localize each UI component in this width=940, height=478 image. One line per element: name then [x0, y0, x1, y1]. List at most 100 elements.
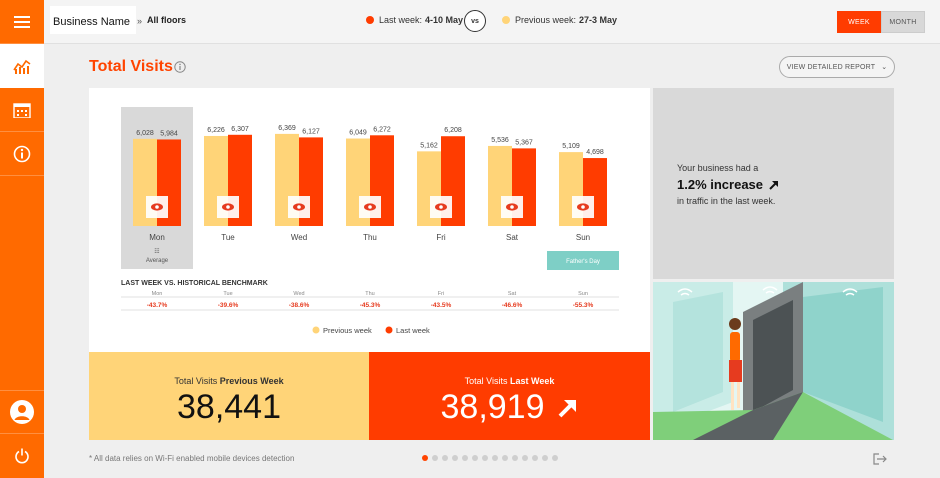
last-week-dot [366, 16, 374, 24]
value-label-previous: 6,226 [207, 127, 225, 134]
value-label-previous: 6,369 [278, 125, 296, 132]
average-label: Average [146, 258, 169, 264]
total-previous-label-bold: Previous Week [219, 376, 284, 386]
benchmark-day: Mon [152, 291, 163, 297]
visits-bar-chart: 6,028 5,984 Mon ☷ Average 6,226 6,307 Tue 6,369 6… [121, 107, 619, 335]
benchmark-value: -46.6% [502, 302, 523, 309]
event-label: Father's Day [566, 259, 600, 265]
previous-week-dot [502, 16, 510, 24]
eye-icon-pupil [510, 205, 514, 209]
pagination-dot[interactable] [432, 455, 438, 461]
vs-badge: vs [464, 10, 486, 32]
previous-week-dates: 27-3 May [579, 15, 618, 25]
value-label-last: 6,208 [444, 127, 462, 134]
sidebar-item-info[interactable] [0, 132, 44, 176]
value-label-last: 5,984 [160, 130, 178, 137]
business-name[interactable]: Business Name [50, 6, 136, 34]
pagination-dot[interactable] [482, 455, 488, 461]
value-label-previous: 6,028 [136, 130, 154, 137]
x-tick-label: Mon [149, 233, 165, 242]
info-icon [13, 145, 31, 162]
total-visits-previous-week: Total Visits Previous Week 38,441 [89, 352, 369, 440]
page-title: Total Visits [89, 58, 173, 75]
user-profile-button[interactable] [0, 390, 44, 434]
footnote: * All data relies on Wi-Fi enabled mobil… [89, 454, 295, 463]
pagination-dot[interactable] [492, 455, 498, 461]
x-tick-label: Sun [576, 233, 590, 242]
total-previous-label: Total Visits Previous Week [89, 376, 369, 386]
visits-chart-panel: 6,028 5,984 Mon ☷ Average 6,226 6,307 Tue 6,369 6… [89, 88, 650, 352]
power-icon [15, 448, 29, 464]
insight-line-1: Your business had a [677, 163, 759, 173]
total-last-label: Total Visits Last Week [369, 376, 650, 386]
value-label-last: 6,307 [231, 126, 249, 133]
insight-line-2: 1.2% increase [677, 177, 780, 192]
sidebar-item-buildings[interactable] [0, 88, 44, 132]
previous-week-label: Previous week: [515, 15, 577, 25]
logout-icon[interactable] [873, 453, 887, 465]
benchmark-day: Sat [508, 291, 517, 297]
view-detailed-report-label: VIEW DETAILED REPORT [786, 63, 876, 71]
value-label-previous: 5,162 [420, 142, 438, 149]
value-label-last: 6,272 [373, 126, 391, 133]
pagination-dot[interactable] [552, 455, 558, 461]
value-label-previous: 6,049 [349, 130, 367, 137]
value-label-last: 5,367 [515, 139, 533, 146]
x-tick-label: Thu [363, 233, 377, 242]
hamburger-menu-icon [14, 15, 30, 28]
breadcrumb-separator: » [137, 16, 143, 26]
benchmark-value: -55.3% [573, 302, 594, 309]
pagination-dot[interactable] [462, 455, 468, 461]
benchmark-day: Tue [223, 291, 232, 297]
total-previous-value: 38,441 [177, 388, 281, 426]
last-week-dates: 4-10 May [425, 15, 464, 25]
sidebar-item-analytics[interactable] [0, 44, 44, 88]
pagination-dot[interactable] [452, 455, 458, 461]
pagination-dots [422, 455, 558, 461]
pagination-dot[interactable] [542, 455, 548, 461]
eye-icon-pupil [226, 205, 230, 209]
value-label-previous: 5,536 [491, 137, 509, 144]
eye-icon-pupil [439, 205, 443, 209]
chevron-down-icon: ⌄ [881, 64, 888, 71]
total-last-label-bold: Last Week [510, 376, 555, 386]
pagination-dot[interactable] [422, 455, 428, 461]
total-last-value: 38,919 [440, 388, 545, 426]
floor-selector[interactable]: All floors [147, 15, 187, 25]
total-visits-last-week: Total Visits Last Week 38,919 [369, 352, 650, 440]
eye-icon-pupil [368, 205, 372, 209]
insight-panel: Your business had a 1.2% increase in tra… [653, 88, 894, 279]
value-label-previous: 5,109 [562, 143, 580, 150]
info-icon[interactable] [174, 61, 186, 73]
pagination-dot[interactable] [442, 455, 448, 461]
entrance-illustration [653, 282, 894, 440]
total-previous-label-prefix: Total Visits [174, 376, 220, 386]
benchmark-day: Fri [438, 291, 444, 297]
x-tick-label: Fri [436, 233, 446, 242]
pagination-dot[interactable] [522, 455, 528, 461]
legend-dot-previous [312, 326, 320, 334]
menu-button[interactable] [0, 0, 44, 44]
benchmark-value: -38.6% [289, 302, 310, 309]
total-last-value-row: 38,919 [369, 388, 650, 427]
average-icon: ☷ [154, 248, 159, 255]
sidebar [0, 0, 44, 478]
legend-label-last: Last week [396, 326, 430, 335]
benchmark-title: LAST WEEK VS. HISTORICAL BENCHMARK [121, 280, 268, 287]
pagination-dot[interactable] [472, 455, 478, 461]
legend-label-previous: Previous week [323, 326, 372, 335]
building-icon [13, 102, 31, 118]
week-toggle[interactable]: WEEK [837, 11, 881, 33]
view-detailed-report-button[interactable]: VIEW DETAILED REPORT ⌄ [779, 56, 895, 78]
pagination-dot[interactable] [502, 455, 508, 461]
pagination-dot[interactable] [512, 455, 518, 461]
month-toggle[interactable]: MONTH [881, 11, 925, 33]
value-label-last: 6,127 [302, 128, 320, 135]
previous-week-range: Previous week: 27-3 May [502, 15, 617, 25]
power-button[interactable] [0, 434, 44, 478]
benchmark-day: Thu [365, 291, 374, 297]
pagination-dot[interactable] [532, 455, 538, 461]
last-week-label: Last week: [379, 15, 423, 25]
benchmark-value: -45.3% [360, 302, 381, 309]
insight-increase: 1.2% increase [677, 177, 764, 192]
